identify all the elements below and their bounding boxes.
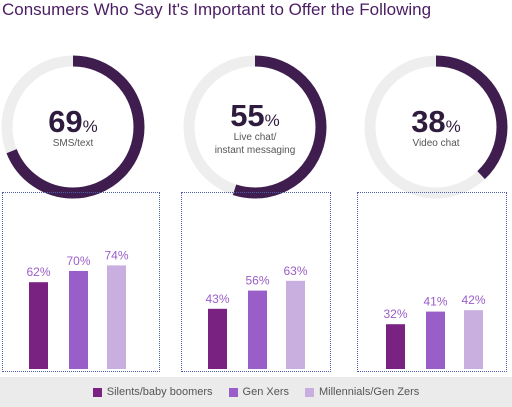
- bar-chart-video: 32% 41% 42%: [383, 293, 486, 369]
- gauge-value-live-chat: 55: [230, 98, 265, 133]
- gauge-label-block-live-chat: 55% Live chat/ instant messaging: [180, 100, 330, 157]
- bar-live-chat-millennials: [286, 280, 305, 369]
- bar-label-sms-gen-x: 70%: [66, 254, 90, 268]
- bar-label-video-boomers: 32%: [383, 307, 407, 321]
- bar-live-chat-gen-x: [248, 290, 267, 369]
- gauge-caption-live-chat-line2: instant messaging: [214, 145, 296, 156]
- gauge-unit-sms: %: [82, 117, 98, 136]
- bar-label-video-millennials: 42%: [461, 293, 485, 307]
- gauge-caption-live-chat-line1: Live chat/: [233, 132, 277, 143]
- legend-swatch-millennials: [304, 387, 314, 397]
- gauge-arc-sms: [1, 55, 145, 199]
- gauge-unit-live-chat: %: [264, 111, 280, 130]
- bar-label-sms-boomers: 62%: [26, 265, 50, 279]
- gauge-label-block-sms: 69% SMS/text: [0, 106, 148, 150]
- bar-chart-live-chat: 43% 56% 63%: [205, 264, 308, 369]
- gauge-unit-video: %: [445, 117, 461, 136]
- legend-item-boomers: Silents/baby boomers: [92, 386, 213, 398]
- chart-title: Consumers Who Say It's Important to Offe…: [2, 0, 432, 19]
- bar-label-live-chat-boomers: 43%: [205, 292, 229, 306]
- gauge-caption-video: Video chat: [412, 138, 460, 149]
- gauge-arc-video: [364, 55, 508, 199]
- bar-panel-live-chat: 43% 56% 63%: [181, 192, 331, 372]
- bar-live-chat-boomers: [208, 308, 227, 369]
- bar-chart-sms: 62% 70% 74%: [26, 248, 129, 369]
- legend-item-gen-x: Gen Xers: [228, 386, 289, 398]
- bar-sms-gen-x: [69, 271, 88, 369]
- bar-video-gen-x: [426, 311, 445, 369]
- bar-video-boomers: [386, 324, 405, 369]
- bar-panel-sms: 62% 70% 74%: [2, 192, 160, 372]
- legend: Silents/baby boomers Gen Xers Millennial…: [0, 377, 512, 407]
- gauge-value-sms: 69: [48, 104, 83, 139]
- bar-label-sms-millennials: 74%: [104, 248, 128, 262]
- bar-label-live-chat-gen-x: 56%: [245, 274, 269, 288]
- gauge-value-video: 38: [411, 104, 446, 139]
- bar-sms-millennials: [107, 265, 126, 369]
- gauge-caption-sms: SMS/text: [52, 138, 94, 149]
- legend-label-boomers: Silents/baby boomers: [106, 386, 213, 398]
- bar-panel-video: 32% 41% 42%: [357, 192, 507, 372]
- legend-swatch-gen-x: [228, 387, 238, 397]
- legend-label-millennials: Millennials/Gen Zers: [318, 386, 420, 398]
- donut-gauges: [1, 55, 508, 199]
- bar-sms-boomers: [29, 282, 48, 369]
- bar-label-video-gen-x: 41%: [423, 295, 447, 309]
- legend-item-millennials: Millennials/Gen Zers: [304, 386, 420, 398]
- bar-video-millennials: [464, 310, 483, 369]
- legend-label-gen-x: Gen Xers: [242, 386, 289, 398]
- legend-swatch-boomers: [92, 387, 102, 397]
- bar-label-live-chat-millennials: 63%: [283, 264, 307, 278]
- gauge-label-block-video: 38% Video chat: [361, 106, 511, 150]
- gauge-arc-live-chat: [183, 55, 327, 199]
